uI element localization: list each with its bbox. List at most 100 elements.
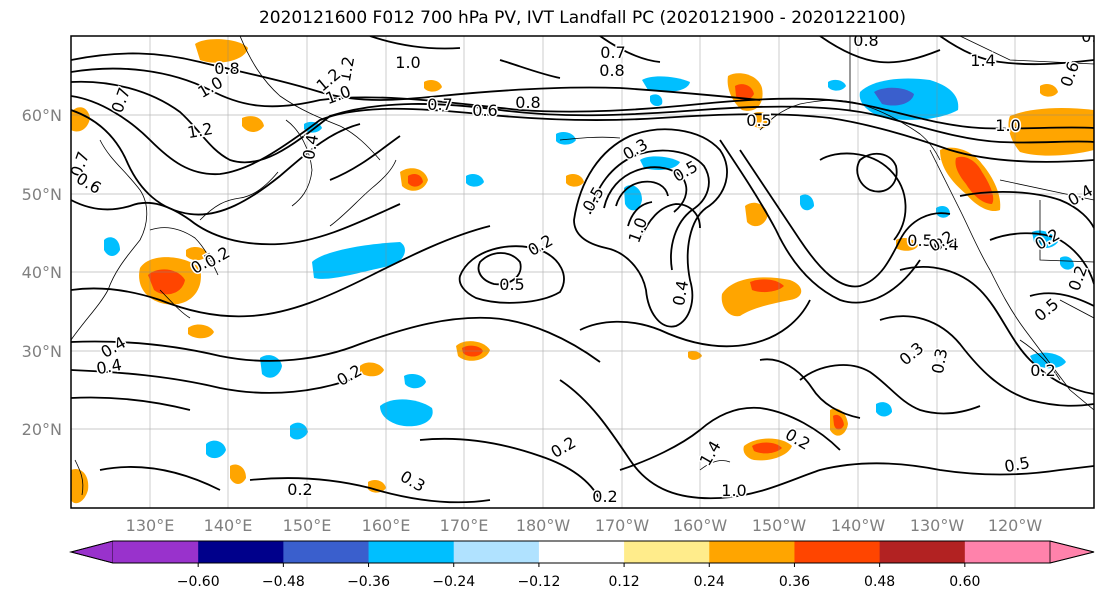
contour-label: 0.8 xyxy=(599,61,624,80)
lon-label: 150°W xyxy=(752,516,807,535)
anomaly-patch xyxy=(304,121,322,133)
anomaly-patch xyxy=(800,194,814,211)
colorbar-tick-label: −0.60 xyxy=(177,574,220,590)
contour-label: 0.2 xyxy=(287,480,312,499)
contour-label: 0.4 xyxy=(933,235,958,254)
anomaly-patch xyxy=(566,174,584,187)
anomaly-patch xyxy=(745,202,768,227)
colorbar xyxy=(69,540,1095,564)
anomaly-patch xyxy=(312,242,405,279)
anomaly-patch xyxy=(186,246,208,261)
colorbar-outline xyxy=(69,540,1095,564)
contour-label: 0.5 xyxy=(1003,453,1031,476)
longitude-labels: 130°E 140°E 150°E 160°E 170°E 180°W 170°W 160°W… xyxy=(126,516,1043,535)
anomaly-patch xyxy=(752,112,772,129)
lat-label: 60°N xyxy=(22,106,62,125)
contour-label: 0.2 xyxy=(1030,361,1055,380)
colorbar-block xyxy=(879,541,966,563)
anomaly-patch xyxy=(242,116,264,132)
contour-label: 0.6 xyxy=(472,101,497,120)
colorbar-block xyxy=(368,541,455,563)
colorbar-extend-min xyxy=(69,540,114,564)
colorbar-block xyxy=(538,541,625,563)
contour-label: 1.0 xyxy=(721,481,746,500)
contour-label: 1.0 xyxy=(995,116,1020,135)
anomaly-patch xyxy=(1008,108,1094,156)
anomaly-patch xyxy=(466,174,484,187)
anomaly-patch xyxy=(360,362,384,377)
lon-label: 160°E xyxy=(362,516,411,535)
contour-label: 1.4 xyxy=(970,51,995,70)
colorbar-block xyxy=(709,541,795,563)
lon-label: 140°W xyxy=(831,516,886,535)
anomaly-patch xyxy=(380,399,433,427)
colorbar-tick-label: −0.36 xyxy=(347,574,390,590)
contour-label: 0.7 xyxy=(427,95,452,114)
anomaly-patch xyxy=(1032,230,1058,248)
lon-label: 170°W xyxy=(595,516,650,535)
anomaly-patch xyxy=(408,174,423,187)
lon-label: 130°E xyxy=(126,516,175,535)
anomaly-patch xyxy=(290,422,308,440)
lon-label: 120°W xyxy=(988,516,1043,535)
anomaly-patch xyxy=(936,206,950,218)
colorbar-block xyxy=(198,541,284,563)
contour-label: 0.8 xyxy=(515,93,540,112)
pv-contours xyxy=(71,36,1094,504)
anomaly-patch xyxy=(624,185,642,211)
anomaly-patch xyxy=(828,79,846,91)
lon-label: 150°E xyxy=(283,516,332,535)
contour-label: 0.4 xyxy=(95,355,123,378)
lon-label: 170°E xyxy=(440,516,489,535)
lon-label: 130°W xyxy=(910,516,965,535)
contour-label: 0.5 xyxy=(746,111,771,130)
colorbar-tick-label: −0.12 xyxy=(517,574,560,590)
colorbar-extend-max xyxy=(1049,540,1095,564)
anomaly-patch xyxy=(148,269,185,295)
colorbar-tick-label: 0.12 xyxy=(609,574,640,590)
contour-label: 1.0 xyxy=(395,53,420,72)
contour-label: 0.8 xyxy=(1081,27,1105,46)
colorbar-tick-label: 0.24 xyxy=(694,574,725,590)
anomaly-patch xyxy=(876,402,892,417)
anomaly-patch xyxy=(424,79,442,92)
lat-label: 40°N xyxy=(22,263,62,282)
anomaly-patch xyxy=(735,84,754,101)
colorbar-block xyxy=(113,541,199,563)
latitude-labels: 20°N 30°N 40°N 50°N 60°N xyxy=(22,106,62,439)
colorbar-block xyxy=(453,541,540,563)
anomaly-patch xyxy=(874,87,914,106)
map-title: 2020121600 F012 700 hPa PV, IVT Landfall… xyxy=(258,8,906,28)
contour-label: 0.5 xyxy=(907,231,932,250)
colorbar-block xyxy=(964,541,1051,563)
colorbar-tick-label: 0.60 xyxy=(949,574,980,590)
colorbar-block xyxy=(794,541,881,563)
anomaly-patch xyxy=(750,279,784,293)
anomaly-patch xyxy=(752,442,782,454)
anomaly-patch xyxy=(650,94,663,107)
anomaly-patch xyxy=(642,76,690,92)
anomaly-patch xyxy=(71,468,89,504)
lon-label: 180°W xyxy=(516,516,571,535)
lon-label: 140°E xyxy=(204,516,253,535)
contour-label: 0.7 xyxy=(600,43,625,62)
colorbar-block xyxy=(283,541,370,563)
contour-label: 0.4 xyxy=(299,133,322,161)
colorbar-tick-label: 0.48 xyxy=(864,574,895,590)
anomaly-patch xyxy=(833,414,844,430)
contour-label: 0.8 xyxy=(853,31,878,50)
anomaly-patch xyxy=(230,464,246,484)
colorbar-tick-label: −0.24 xyxy=(432,574,475,590)
anomaly-patch xyxy=(104,237,120,256)
colorbar-tick-label: −0.48 xyxy=(262,574,305,590)
colorbar-tick-labels: −0.60 −0.48 −0.36 −0.24 −0.12 0.12 0.24 0.36 0.4… xyxy=(177,563,980,590)
lat-label: 20°N xyxy=(22,420,62,439)
map-frame xyxy=(70,35,1095,509)
colorbar-tick-label: 0.36 xyxy=(779,574,810,590)
anomaly-patch xyxy=(71,107,90,132)
contour-label: 0.2 xyxy=(592,487,617,506)
anomaly-patch xyxy=(195,39,248,63)
contour-label: 0.8 xyxy=(214,59,239,78)
anomaly-patch xyxy=(556,132,576,145)
